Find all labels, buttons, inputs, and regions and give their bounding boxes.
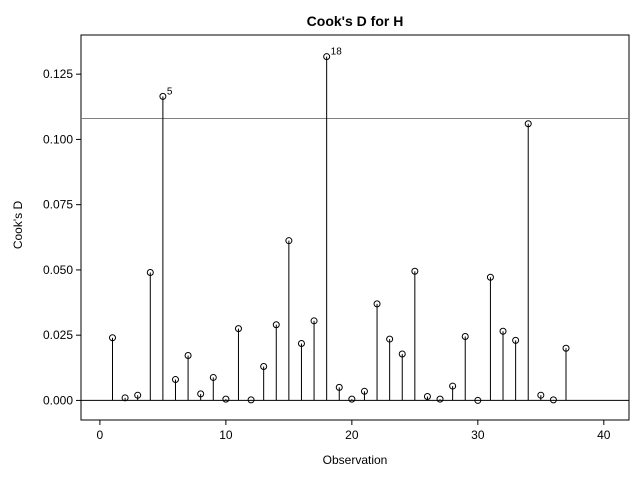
- chart-title: Cook's D for H: [307, 13, 404, 29]
- x-axis-label: Observation: [323, 453, 388, 467]
- point-label: 5: [167, 86, 173, 97]
- plot-area: 0.000 0.025 0.050 0.075 0.100 0.125 0 10 20 30 40 5…: [43, 34, 630, 442]
- data-point: [360, 387, 368, 395]
- data-point: [562, 344, 570, 352]
- x-tick-label: 30: [471, 428, 485, 442]
- data-point: [222, 395, 230, 403]
- data-point: [323, 53, 331, 61]
- data-point: [373, 300, 381, 308]
- x-tick-label: 0: [97, 428, 104, 442]
- data-point: [449, 382, 457, 390]
- x-tick-label: 20: [345, 428, 359, 442]
- data-point: [474, 396, 482, 404]
- data-point: [260, 362, 268, 370]
- data-point: [285, 237, 293, 245]
- data-point: [134, 391, 142, 399]
- y-tick-label: 0.125: [43, 67, 73, 81]
- data-point: [297, 340, 305, 348]
- data-point: [423, 393, 431, 401]
- data-point: [486, 273, 494, 281]
- data-point: [549, 396, 557, 404]
- data-point: [234, 325, 242, 333]
- data-point: [247, 396, 255, 404]
- data-point: [348, 395, 356, 403]
- data-point: [398, 350, 406, 358]
- y-tick-label: 0.000: [43, 393, 73, 407]
- data-point: [272, 321, 280, 329]
- plot-frame: [80, 34, 630, 421]
- data-point: [310, 317, 318, 325]
- y-tick-label: 0.075: [43, 198, 73, 212]
- data-point: [436, 395, 444, 403]
- data-point: [146, 269, 154, 277]
- data-point: [171, 376, 179, 384]
- data-point: [524, 120, 532, 128]
- point-label: 18: [331, 47, 343, 58]
- y-tick-label: 0.025: [43, 328, 73, 342]
- data-point: [537, 391, 545, 399]
- x-tick-label: 40: [597, 428, 611, 442]
- data-point: [184, 352, 192, 360]
- data-point: [209, 373, 217, 381]
- data-point: [411, 267, 419, 275]
- data-point: [461, 332, 469, 340]
- data-point: [512, 336, 520, 344]
- y-tick-label: 0.050: [43, 263, 73, 277]
- data-point: [121, 394, 129, 402]
- y-tick-label: 0.100: [43, 132, 73, 146]
- data-point: [335, 383, 343, 391]
- data-point: [108, 334, 116, 342]
- data-point: [159, 92, 167, 100]
- data-point: [386, 335, 394, 343]
- data-point: [499, 327, 507, 335]
- data-point: [197, 390, 205, 398]
- x-tick-label: 10: [219, 428, 233, 442]
- y-axis-label: Cook's D: [11, 201, 25, 250]
